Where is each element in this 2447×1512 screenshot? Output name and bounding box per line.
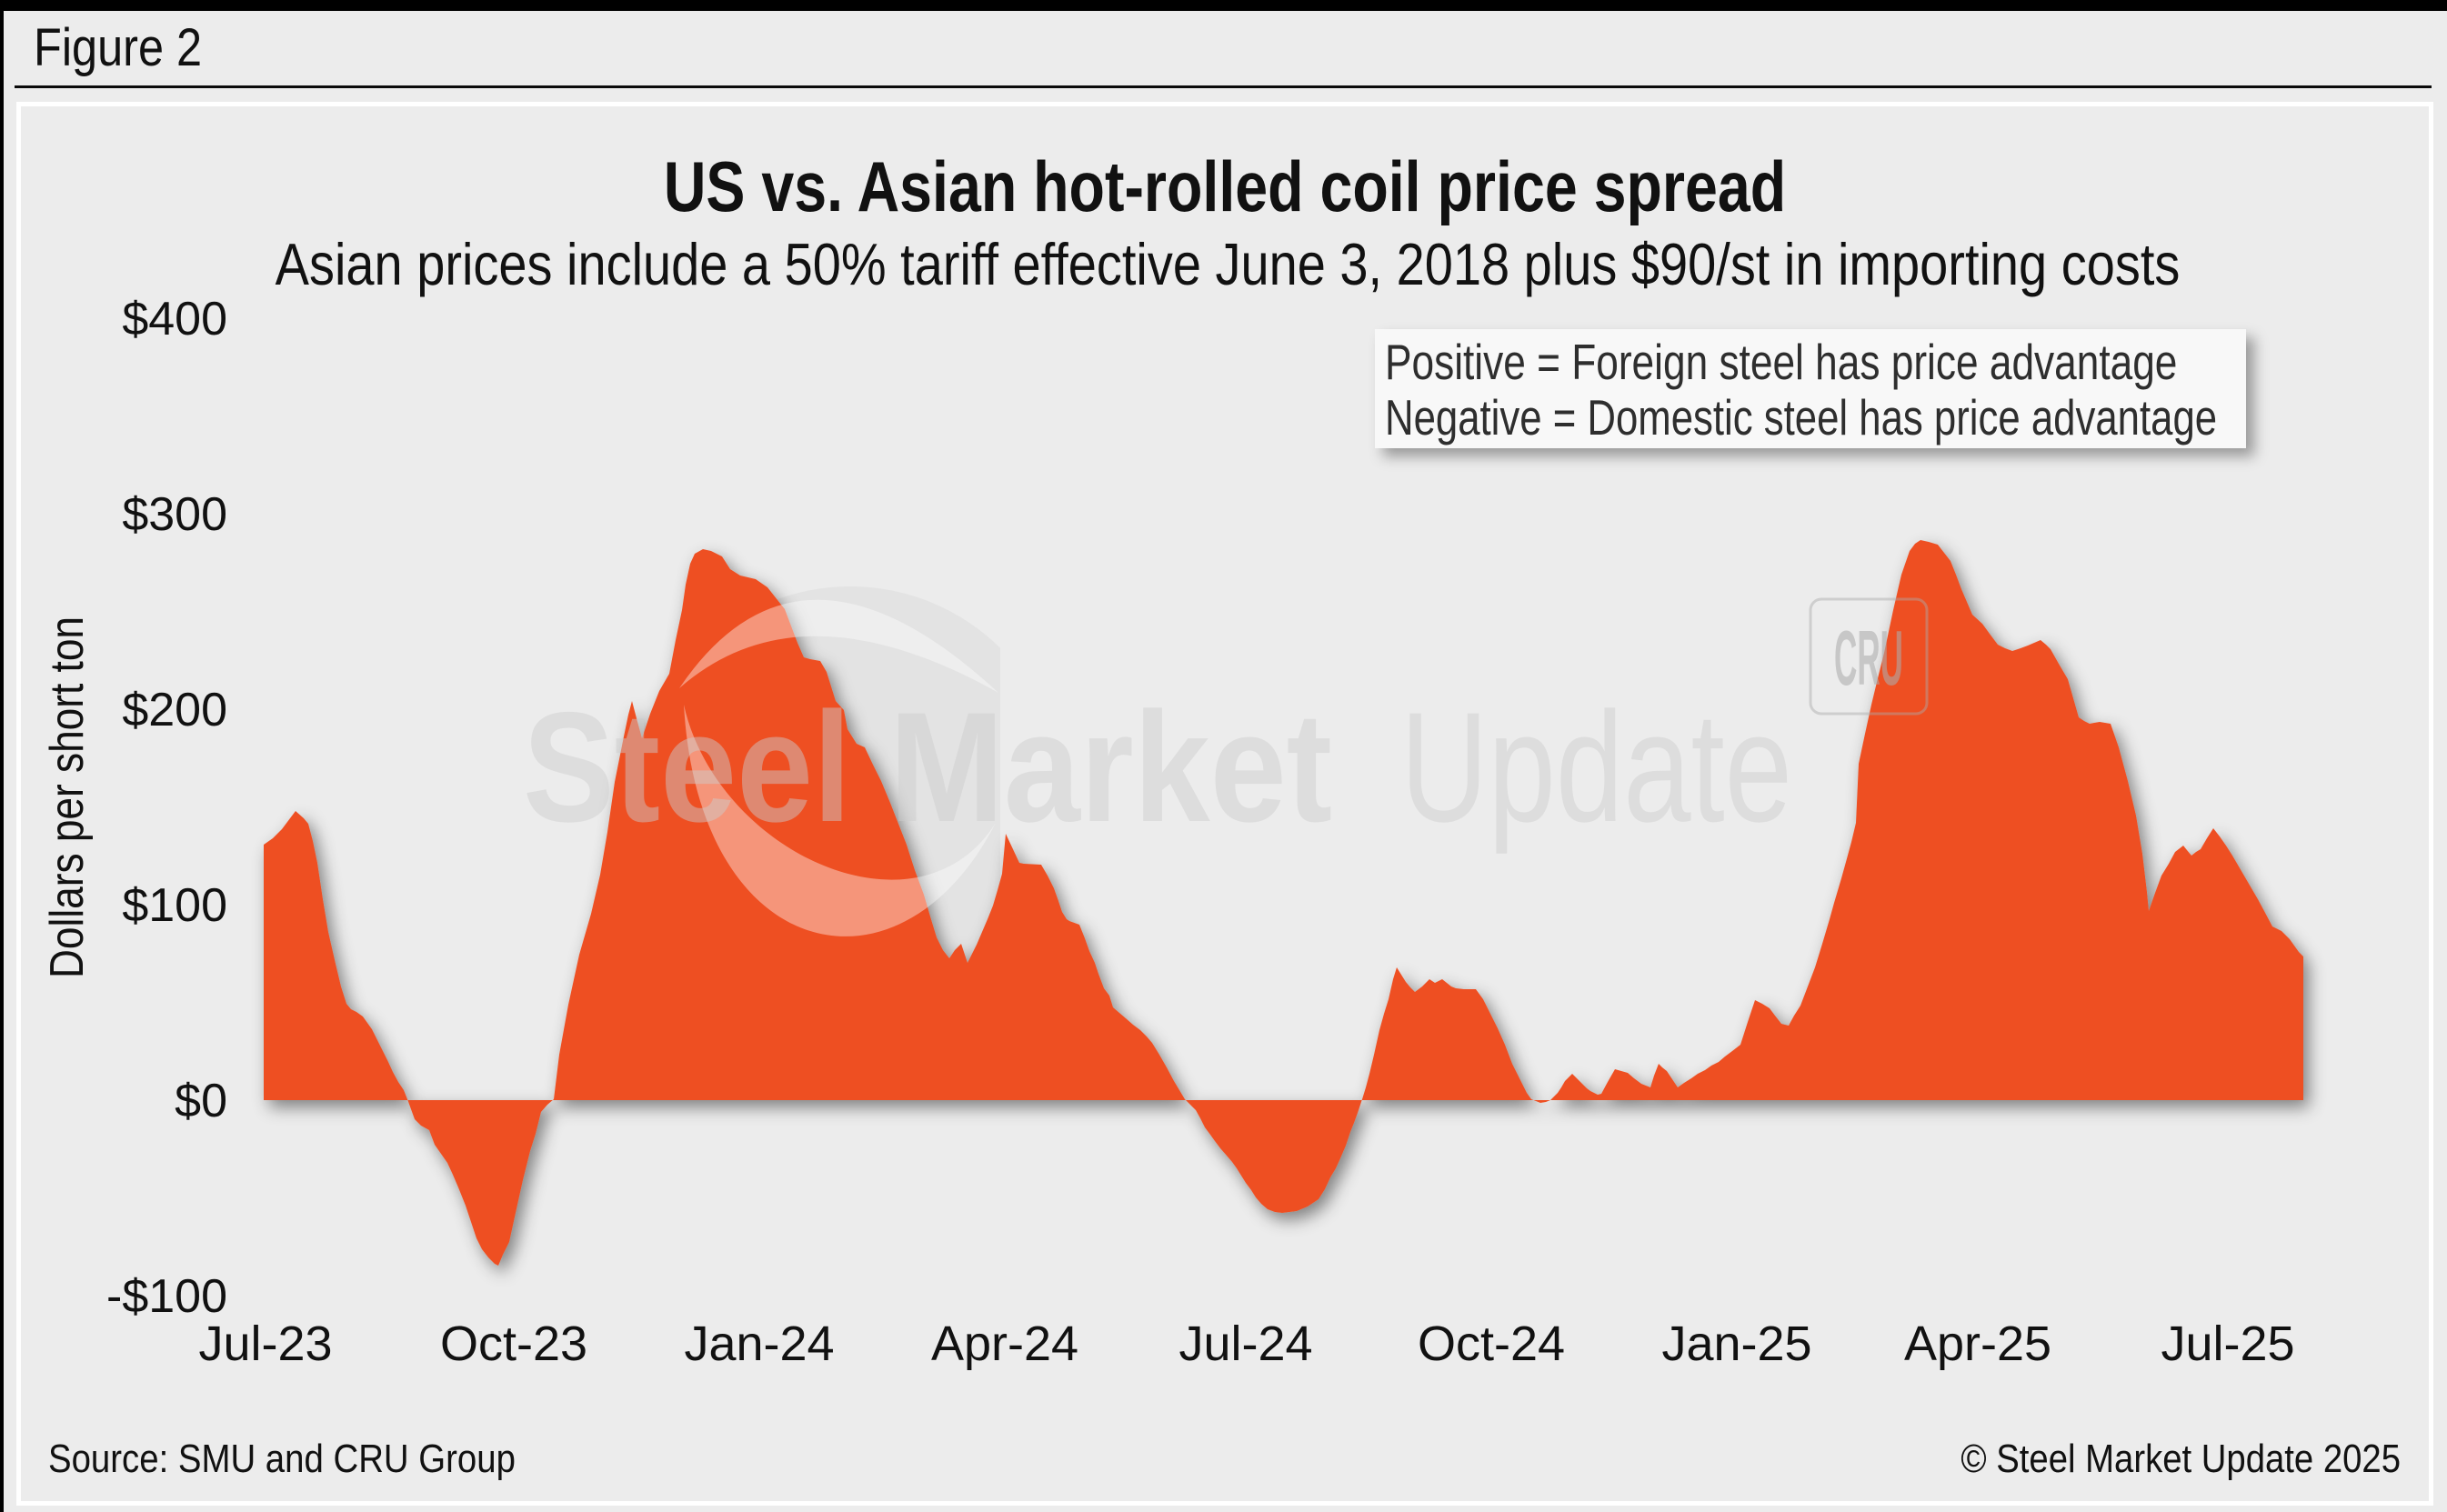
svg-text:Update: Update bbox=[1400, 680, 1792, 855]
svg-text:Steel Market: Steel Market bbox=[523, 680, 1332, 855]
svg-text:CRU: CRU bbox=[1834, 616, 1903, 702]
